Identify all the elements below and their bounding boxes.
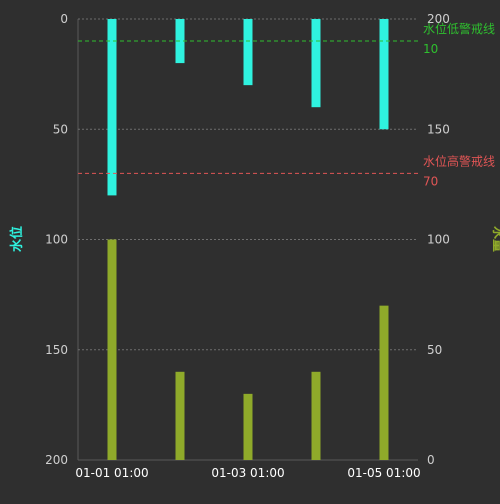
reference-line-value: 10 [423,42,438,56]
left-tick-label: 50 [53,122,68,136]
bar-water-volume [107,239,117,460]
reference-line-value: 70 [423,174,438,188]
bar-water-level [107,19,117,196]
right-axis-title: 水量 [490,226,500,252]
right-tick-label: 50 [427,343,442,357]
reference-line-label: 水位低警戒线 [423,21,495,36]
bar-water-volume [243,393,253,460]
right-tick-label: 0 [427,453,435,467]
bar-water-volume [311,371,321,460]
left-tick-label: 0 [60,12,68,26]
right-tick-label: 100 [427,233,450,247]
x-tick-label: 01-01 01:00 [75,466,148,480]
x-tick-label: 01-05 01:00 [347,466,420,480]
right-tick-label: 150 [427,122,450,136]
left-tick-label: 100 [45,233,68,247]
right-tick-label: 200 [427,12,450,26]
bar-water-volume [175,371,185,460]
bar-water-level [243,19,253,86]
left-tick-label: 150 [45,343,68,357]
left-axis-title: 水位 [9,226,25,252]
x-tick-label: 01-03 01:00 [211,466,284,480]
left-tick-label: 200 [45,453,68,467]
bar-water-volume [379,305,389,460]
bar-water-level [379,19,389,130]
bar-water-level [311,19,321,108]
reference-line-label: 水位高警戒线 [423,153,495,168]
